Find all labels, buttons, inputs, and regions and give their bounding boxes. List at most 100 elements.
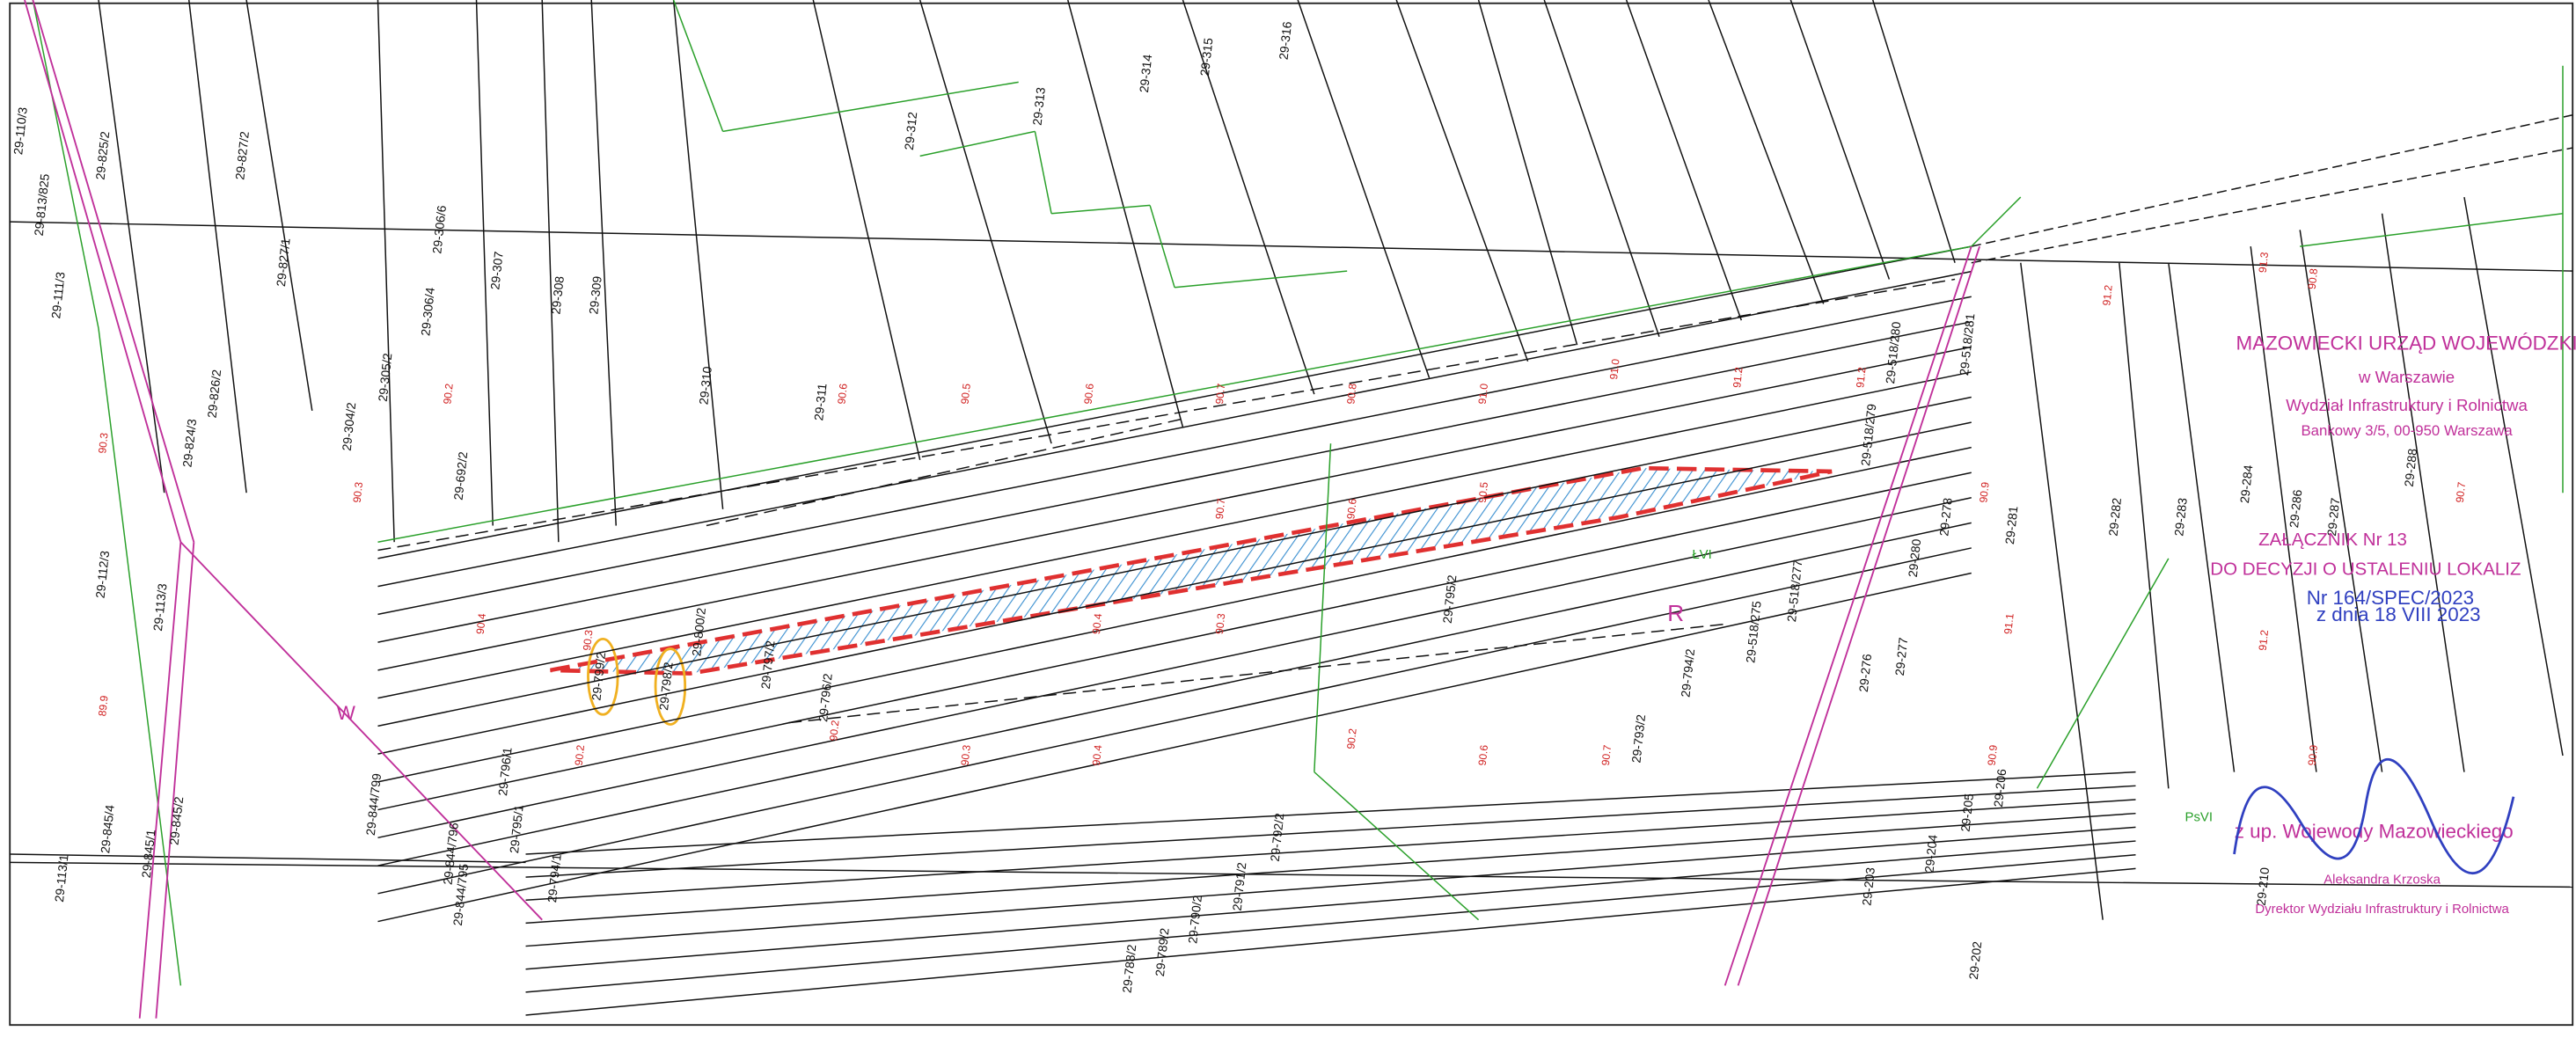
parcel-label: 29-205 bbox=[1958, 793, 1976, 832]
elevation: 90.3 bbox=[1213, 612, 1227, 634]
green-line bbox=[1971, 196, 2022, 247]
parcel-label: 29-844/796 bbox=[441, 822, 461, 885]
boundary bbox=[525, 840, 2136, 970]
elevation: 91.1 bbox=[2002, 612, 2016, 634]
boundary bbox=[1395, 0, 1529, 362]
elevation: 90.3 bbox=[351, 481, 365, 503]
parcel-label: 29-799/2 bbox=[589, 651, 608, 701]
green-line bbox=[377, 245, 1972, 543]
land-class: W bbox=[337, 702, 356, 724]
boundary bbox=[10, 221, 2573, 272]
boundary bbox=[2381, 213, 2465, 772]
road-line bbox=[179, 541, 543, 921]
parcel-label: 29-795/1 bbox=[507, 804, 526, 854]
land-class: PsVI bbox=[2185, 810, 2214, 825]
boundary bbox=[1543, 0, 1660, 338]
boundary bbox=[2119, 262, 2170, 789]
green-line bbox=[2036, 558, 2170, 789]
boundary bbox=[590, 0, 617, 526]
boundary bbox=[377, 346, 1972, 671]
parcel-label: 29-309 bbox=[586, 275, 604, 315]
stamp-text: MAZOWIECKI URZĄD WOJEWÓDZKI bbox=[2236, 333, 2576, 355]
parcel-label: 29-827/1 bbox=[274, 238, 293, 288]
boundary bbox=[10, 853, 526, 864]
boundary bbox=[2250, 246, 2317, 772]
parcel-label: 29-845/2 bbox=[167, 796, 187, 846]
boundary bbox=[525, 771, 2136, 855]
boundary bbox=[2168, 262, 2236, 772]
elevation: 90.5 bbox=[1476, 481, 1490, 503]
planned-area bbox=[550, 465, 1833, 676]
elevation: 90.2 bbox=[827, 720, 841, 742]
green-line bbox=[2300, 213, 2564, 247]
parcel-label: 29-796/2 bbox=[816, 673, 835, 723]
parcel-label: 29-518/279 bbox=[1858, 403, 1878, 466]
elevation: 90.9 bbox=[2306, 744, 2320, 766]
parcel-label: 29-797/2 bbox=[758, 640, 778, 690]
boundary bbox=[1789, 0, 1891, 280]
parcel-label: 29-518/281 bbox=[1957, 312, 1977, 376]
boundary bbox=[377, 0, 395, 543]
green-line bbox=[1051, 204, 1151, 215]
parcel-label: 29-311 bbox=[811, 383, 829, 421]
green-line bbox=[1149, 205, 1175, 288]
elevation: 90.7 bbox=[1213, 498, 1227, 520]
parcel-label: 29-315 bbox=[1197, 37, 1215, 77]
parcel-label: 29-110/3 bbox=[11, 106, 30, 156]
boundary bbox=[525, 799, 2136, 902]
boundary bbox=[1297, 0, 1431, 378]
boundary bbox=[377, 421, 1972, 755]
elevation: 90.8 bbox=[2306, 267, 2320, 289]
stamp-text: w Warszawie bbox=[2358, 368, 2455, 386]
parcel-label: 29-204 bbox=[1921, 834, 1939, 874]
parcel-label: 29-692/2 bbox=[451, 450, 471, 501]
elevation: 90.7 bbox=[1213, 383, 1227, 405]
parcel-label: 29-313 bbox=[1030, 86, 1048, 126]
parcel-label: 29-844/795 bbox=[450, 863, 471, 926]
green-line bbox=[919, 130, 1036, 157]
boundary bbox=[377, 296, 1972, 616]
parcel-label: 29-798/2 bbox=[656, 661, 676, 711]
parcel-label: 29-518/277 bbox=[1784, 559, 1804, 622]
road-line bbox=[24, 0, 182, 543]
signature-scribble bbox=[2233, 757, 2515, 875]
elevation: 91.2 bbox=[2100, 284, 2114, 306]
elevation: 90.3 bbox=[581, 629, 595, 651]
parcel-label: 29-306/4 bbox=[418, 287, 437, 337]
parcel-label: 29-305/2 bbox=[376, 352, 395, 402]
parcel-label: 29-206 bbox=[1991, 768, 2009, 808]
parcel-label: 29-203 bbox=[1860, 866, 1877, 906]
boundary bbox=[377, 547, 1972, 895]
green-line bbox=[722, 81, 1019, 133]
elevation: 90.2 bbox=[1344, 727, 1358, 749]
parcel-label: 29-310 bbox=[696, 366, 714, 406]
green-line bbox=[1175, 270, 1348, 289]
green-line bbox=[1314, 443, 1332, 772]
boundary bbox=[377, 471, 1972, 811]
boundary bbox=[672, 0, 724, 509]
parcel-label: 29-813/825 bbox=[32, 173, 52, 237]
parcel-label: 29-278 bbox=[1936, 497, 1954, 537]
parcel-label: 29-307 bbox=[487, 251, 505, 290]
boundary bbox=[1477, 0, 1578, 346]
elevation: 90.6 bbox=[835, 383, 849, 405]
parcel-label: 29-826/2 bbox=[205, 369, 224, 419]
boundary bbox=[525, 812, 2136, 925]
parcel-label: 29-210 bbox=[2254, 866, 2272, 906]
parcel-label: 29-112/3 bbox=[93, 550, 113, 599]
road-line bbox=[138, 542, 182, 1019]
boundary bbox=[245, 0, 313, 411]
stamp-text: Bankowy 3/5, 00-950 Warszawa bbox=[2301, 422, 2513, 439]
boundary bbox=[2020, 262, 2104, 920]
land-class: ŁVI bbox=[1692, 547, 1711, 562]
boundary bbox=[918, 0, 1052, 444]
elevation: 90.9 bbox=[1977, 481, 1991, 503]
stamp-text: ZAŁĄCZNIK Nr 13 bbox=[2258, 530, 2407, 550]
stamp-text: z up. Wojewody Mazowieckiego bbox=[2235, 820, 2514, 842]
elevation: 89.9 bbox=[96, 695, 110, 717]
stamp-text: DO DECYZJI O USTALENIU LOKALIZ bbox=[2210, 559, 2521, 580]
parcel-label: 29-280 bbox=[1906, 538, 1923, 578]
parcel-label: 29-288 bbox=[2402, 448, 2419, 487]
elevation: 90.8 bbox=[1344, 383, 1358, 405]
parcel-label: 29-308 bbox=[548, 275, 566, 315]
